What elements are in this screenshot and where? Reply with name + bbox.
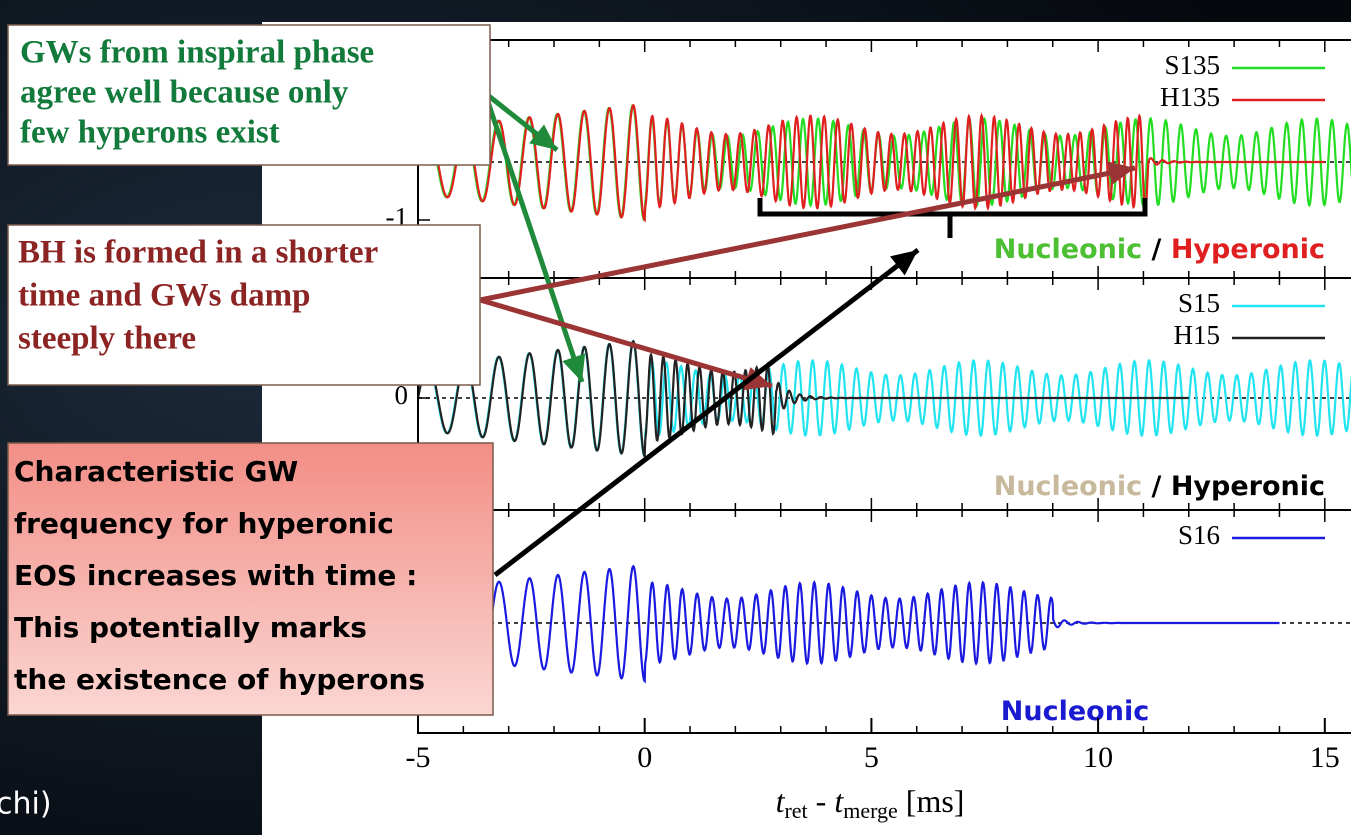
arrow-head	[529, 124, 557, 150]
footer-text: chi)	[0, 787, 52, 822]
x-axis-title-part: -	[808, 783, 835, 819]
waveform	[416, 103, 1325, 223]
arrow	[493, 248, 920, 577]
x-tick-label: 10	[1083, 741, 1113, 774]
x-tick-label: -5	[406, 741, 431, 774]
arrow-head	[890, 250, 918, 276]
note-line: BH is formed in a shorter	[18, 235, 378, 271]
note-line: EOS increases with time :	[14, 559, 417, 592]
x-axis-title-part: [ms]	[898, 783, 965, 819]
arrow-head	[1107, 161, 1135, 185]
x-axis-title: tret - tmerge [ms]	[776, 783, 965, 823]
x-axis-title-part: t	[834, 783, 844, 819]
eos-tag: Nucleonic	[1001, 696, 1149, 727]
note-line: time and GWs damp	[18, 278, 310, 314]
arrow-head	[743, 367, 772, 391]
legend-label: H15	[1174, 320, 1221, 350]
eos-tag: Hyperonic	[1171, 234, 1325, 265]
note-box	[7, 224, 481, 386]
x-tick-label: 5	[864, 741, 879, 774]
note-line: steeply there	[18, 321, 196, 357]
x-axis-title-part: t	[776, 783, 786, 819]
eos-tag: /	[1142, 234, 1171, 265]
eos-label: Nucleonic	[1001, 696, 1149, 727]
eos-tag: / Hyperonic	[1142, 471, 1325, 502]
eos-label: Nucleonic / Hyperonic	[994, 471, 1325, 502]
note-line: Characteristic GW	[14, 455, 298, 488]
arrow	[479, 165, 1136, 303]
y-tick-label: 0	[395, 380, 409, 410]
legend-label: H135	[1160, 82, 1220, 112]
legend-label: S16	[1178, 520, 1220, 550]
x-axis-title-part: ret	[784, 798, 807, 823]
waveform	[416, 564, 1280, 684]
arrow-head	[562, 353, 586, 382]
x-tick-label: 0	[637, 741, 652, 774]
legend-label: S135	[1164, 50, 1220, 80]
x-tick-label: 15	[1310, 741, 1340, 774]
x-axis-title-part: merge	[843, 798, 898, 823]
brace	[757, 198, 1148, 238]
arrow	[482, 92, 585, 383]
eos-tag: Nucleonic	[994, 234, 1142, 265]
note-line: few hyperons exist	[20, 115, 280, 151]
arrow	[479, 297, 773, 389]
legend-label: S15	[1178, 288, 1220, 318]
note-box	[7, 442, 494, 716]
note-box	[7, 24, 491, 166]
note-line: This potentially marks	[14, 611, 367, 644]
note-line: frequency for hyperonic	[14, 507, 394, 540]
note-line: GWs from inspiral phase	[20, 35, 374, 71]
eos-tag: Nucleonic	[994, 471, 1142, 502]
waveform	[416, 339, 1189, 459]
eos-label: Nucleonic / Hyperonic	[994, 234, 1325, 265]
note-line: the existence of hyperons	[14, 663, 425, 696]
note-line: agree well because only	[20, 75, 349, 111]
